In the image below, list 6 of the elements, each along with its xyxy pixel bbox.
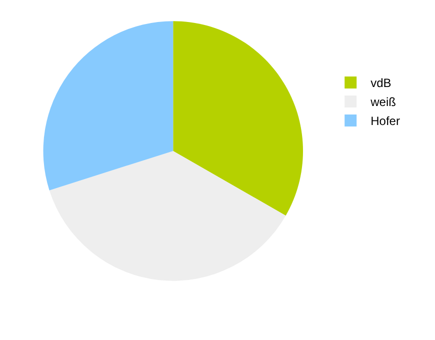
legend-label: Hofer [370, 114, 400, 128]
legend-label: vdB [370, 76, 392, 90]
pie-slice [43, 21, 174, 190]
pie-slice [49, 150, 286, 281]
pie-slice [173, 21, 303, 216]
legend-label: weiß [370, 95, 396, 110]
